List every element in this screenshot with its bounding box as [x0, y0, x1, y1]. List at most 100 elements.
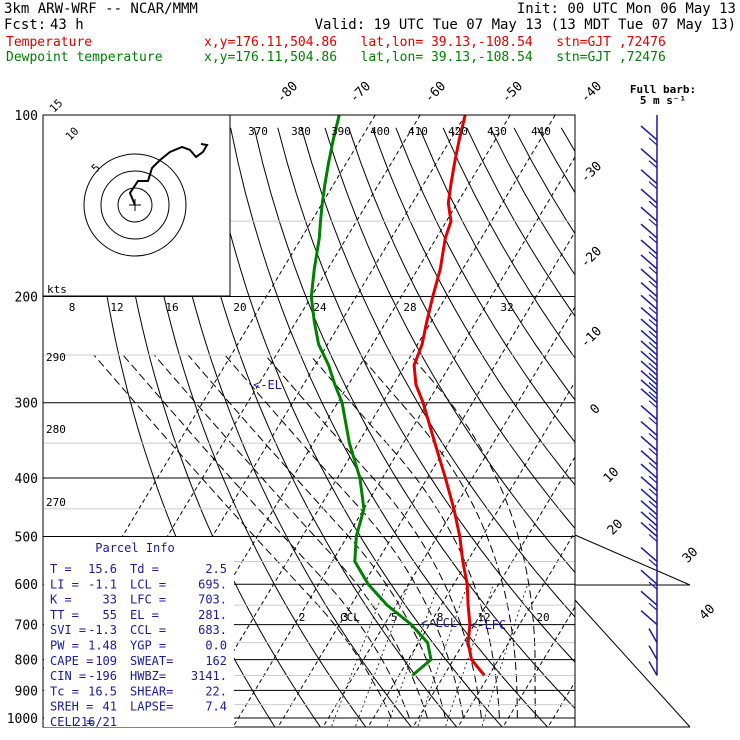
- parcel-info-box: Parcel Info T = 15.6 Td = 2.5 LI = -1.1 LCL = 69…: [44, 537, 234, 729]
- mixing-ratio-label: 5: [391, 611, 398, 624]
- dry-adiabat: [537, 127, 575, 194]
- parcel-param-value: 162: [205, 654, 227, 668]
- isotherm-label: -70: [347, 79, 374, 106]
- mixing-ratio-label: 12: [477, 611, 490, 624]
- wind-barb: [640, 268, 658, 284]
- wind-barb: [640, 476, 658, 492]
- isotherm-label: -30: [578, 159, 605, 186]
- hodograph-trace: [128, 143, 209, 206]
- wind-barb: [648, 512, 658, 521]
- mixing-ratio-line: [386, 584, 440, 727]
- el-marker: <-EL: [253, 378, 282, 392]
- parcel-param-value: 22.: [205, 684, 227, 698]
- kts-label: kts: [47, 283, 67, 296]
- lcl-marker: <-LCL: [421, 616, 457, 630]
- theta-label: 430: [487, 125, 507, 138]
- parcel-info-background: [44, 537, 234, 727]
- dewpoint-profile: [309, 115, 433, 677]
- ccl-marker: CCL: [340, 611, 360, 624]
- mixing-ratio-line: [444, 584, 494, 727]
- parcel-param-label: CAPE =: [50, 654, 93, 668]
- speed-tick-label: 8: [69, 301, 76, 314]
- wind-barb: [648, 462, 658, 471]
- parcel-param-label: LI =: [50, 577, 79, 591]
- wind-barb: [640, 329, 658, 345]
- parcel-param-label: LAPSE=: [130, 700, 173, 714]
- moist-adiabat: [153, 354, 428, 719]
- isotherm-line: [502, 606, 575, 727]
- moist-adiabat: [224, 354, 464, 719]
- valid-time: Valid: 19 UTC Tue 07 May 13 (13 MDT Tue …: [314, 17, 736, 33]
- speed-tick-label: 24: [313, 301, 327, 314]
- speed-tick-label: 16: [165, 301, 178, 314]
- parcel-param-value: 216/21: [74, 715, 117, 729]
- wind-barb: [648, 160, 658, 169]
- isotherm-label: 30: [680, 545, 702, 567]
- parcel-param-value: 703.: [198, 593, 227, 607]
- lfc-marker: <-LFC: [470, 618, 506, 632]
- wind-barb: [648, 523, 658, 532]
- isotherm-label: 40: [697, 602, 719, 624]
- parcel-param-value: -1.1: [88, 577, 117, 591]
- theta-label: 400: [370, 125, 390, 138]
- diagram-border: [42, 114, 576, 728]
- parcel-param-label: LFC =: [130, 593, 166, 607]
- pressure-label: 700: [15, 619, 38, 634]
- moist-adiabat: [187, 354, 446, 719]
- wind-barb: [648, 352, 658, 361]
- theta-label: 440: [531, 125, 551, 138]
- wind-barb: [648, 382, 658, 391]
- parcel-param-label: K =: [50, 593, 72, 607]
- wind-barb: [648, 362, 658, 371]
- isotherm-label: -40: [578, 79, 605, 106]
- temperature-profile: [412, 115, 486, 677]
- isotherm-label: 10: [601, 465, 623, 487]
- parcel-param-label: HWBZ=: [130, 669, 166, 683]
- full-barb-value: 5 m s⁻¹: [640, 94, 686, 107]
- pressure-label: 1000: [7, 712, 38, 727]
- pressure-label: 200: [15, 291, 38, 306]
- wind-barb: [640, 188, 658, 204]
- theta-label: 380: [291, 125, 311, 138]
- wind-barb: [648, 218, 658, 227]
- wind-barb: [648, 534, 658, 542]
- wind-barb: [640, 239, 658, 255]
- parcel-param-value: -196: [88, 669, 117, 683]
- parcel-param-label: SREH =: [50, 700, 93, 714]
- dry-adiabat: [277, 127, 575, 663]
- wind-barb: [648, 200, 658, 209]
- moist-adiabat: [409, 354, 536, 719]
- adiabat-label: 270: [46, 496, 66, 509]
- forecast-hour: 43 h: [50, 17, 84, 33]
- full-barb-title: Full barb:: [630, 83, 696, 96]
- wind-barb: [640, 511, 658, 527]
- parcel-param-label: EL =: [130, 608, 159, 622]
- wind-barb: [640, 521, 658, 538]
- parcel-param-value: 15.6: [88, 562, 117, 576]
- isotherm-line: [457, 531, 575, 727]
- theta-label: 390: [331, 125, 351, 138]
- wind-barb: [648, 645, 658, 660]
- hodograph-ring: [117, 187, 153, 223]
- parcel-param-label: Td =: [130, 562, 159, 576]
- mixing-ratio-label: 3: [342, 611, 349, 624]
- dry-adiabat: [395, 127, 575, 444]
- wind-barb: [648, 400, 658, 409]
- dry-adiabat: [466, 127, 575, 318]
- wind-barb: [640, 206, 658, 222]
- wind-barb: [648, 391, 658, 400]
- wind-barb: [640, 405, 658, 421]
- wind-barb: [640, 379, 658, 395]
- wind-barb: [640, 169, 658, 185]
- isotherm-line: [187, 115, 556, 727]
- parcel-param-label: TT =: [50, 608, 79, 622]
- speed-tick-label: 20: [233, 301, 246, 314]
- isotherm-line: [232, 156, 575, 727]
- wind-barb: [648, 628, 658, 644]
- isotherm-label: -50: [499, 79, 526, 106]
- wind-barb: [640, 360, 658, 376]
- wind-barb: [648, 137, 658, 146]
- wind-barb: [648, 661, 658, 676]
- mixing-ratio-label: 2: [299, 611, 306, 624]
- parcel-param-label: Tc =: [50, 684, 79, 698]
